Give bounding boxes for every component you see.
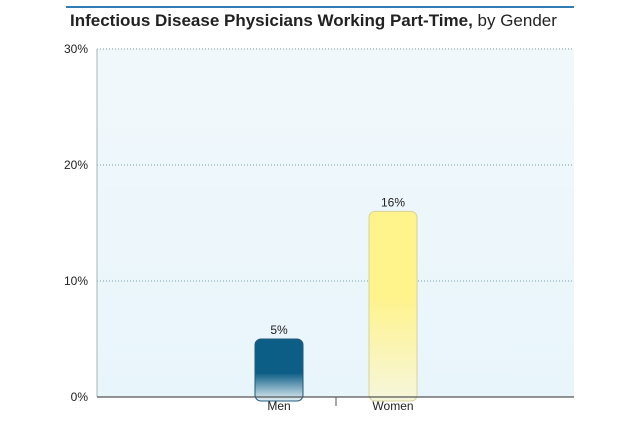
x-axis: Men Women: [96, 49, 574, 413]
y-tick-label: 20%: [64, 158, 88, 172]
plot-area: [97, 49, 574, 397]
y-tick-label: 10%: [64, 274, 88, 288]
y-axis-ticks: 0% 10% 20% 30%: [64, 42, 88, 404]
y-tick-label: 0%: [71, 390, 89, 404]
chart-subtitle: by Gender: [477, 11, 557, 30]
bars: 5% 16%: [254, 195, 418, 402]
title-rule: [66, 6, 574, 8]
chart-title-main: Infectious Disease Physicians Working Pa…: [70, 11, 473, 30]
x-tick-label: Men: [267, 399, 290, 413]
bar-men: [254, 338, 304, 402]
bar-women: [368, 210, 418, 402]
data-label: 16%: [381, 195, 405, 209]
chart-title: Infectious Disease Physicians Working Pa…: [70, 11, 557, 31]
y-tick-label: 30%: [64, 42, 88, 56]
data-label: 5%: [270, 323, 288, 337]
x-tick-label: Women: [372, 399, 413, 413]
